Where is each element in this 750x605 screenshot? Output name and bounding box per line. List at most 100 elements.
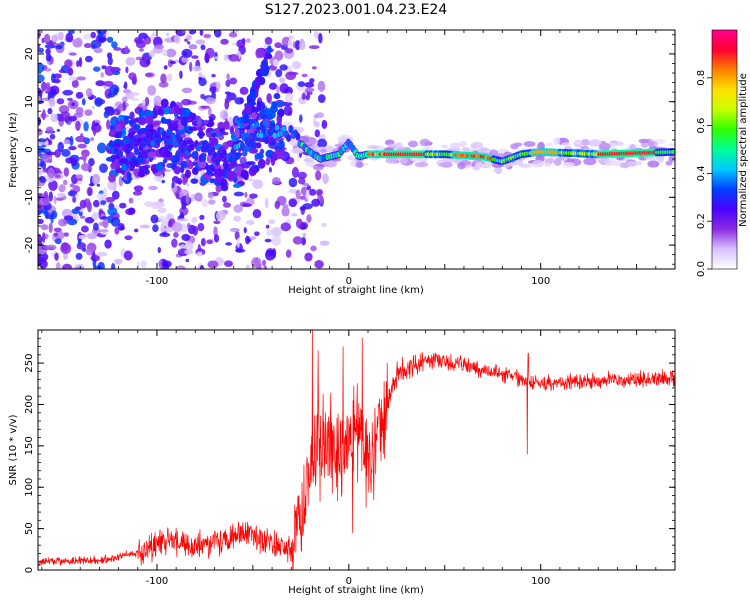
spectrogram-band-blob — [248, 166, 257, 176]
spectrogram-noise-blob — [211, 73, 216, 78]
spectrogram-noise-blob — [292, 236, 303, 245]
colorbar-tick-label: 0.2 — [696, 213, 707, 229]
spectrogram-band-blob — [277, 140, 285, 150]
spec-x-tick-label: -100 — [146, 276, 169, 287]
spectrogram-noise-blob — [184, 241, 194, 252]
spectrogram-noise-blob — [45, 53, 52, 62]
spectrogram-halo-blob — [620, 162, 630, 169]
spectrogram-noise-blob — [153, 201, 165, 209]
spectrogram-noise-blob — [56, 128, 61, 132]
spectrogram-noise-blob — [178, 218, 189, 222]
spectrogram-noise-blob — [204, 52, 210, 63]
spectrogram-noise-blob — [83, 121, 89, 132]
spec-y-tick-label: -10 — [24, 189, 35, 205]
spectrogram-noise-blob — [245, 235, 251, 245]
spectrogram-band-blob — [161, 107, 171, 115]
spectrogram-noise-blob — [315, 170, 322, 181]
spectrogram-noise-blob — [104, 196, 115, 203]
spectrogram-noise-blob — [225, 79, 231, 87]
spectrogram-band-blob — [184, 169, 192, 179]
spectrogram-noise-blob — [77, 143, 87, 149]
spectrogram-noise-blob — [222, 195, 227, 203]
spectrogram-noise-blob — [208, 199, 216, 205]
spectrogram-band-blob — [145, 115, 154, 125]
spectrogram-halo-blob — [362, 162, 369, 167]
spectrogram-noise-blob — [130, 97, 139, 102]
spectrogram-noise-blob — [191, 65, 202, 72]
spec-y-tick-label: -20 — [24, 237, 35, 253]
snr-series-line — [38, 330, 675, 570]
spectrogram-noise-blob — [249, 193, 258, 199]
spectrogram-halo-blob — [355, 161, 364, 168]
spectrogram-noise-blob — [306, 185, 311, 191]
spectrogram-noise-blob — [188, 44, 198, 50]
spectrogram-noise-blob — [57, 141, 64, 153]
spectrogram-noise-blob — [55, 262, 61, 269]
spectrogram-noise-blob — [241, 203, 252, 208]
spectrogram-noise-blob — [199, 264, 205, 269]
spectrogram-noise-blob — [229, 228, 240, 232]
spectrogram-noise-blob — [265, 224, 270, 229]
spectrogram-halo-blob — [438, 162, 453, 167]
spectrogram-band-blob — [174, 104, 179, 114]
spectrogram-noise-blob — [144, 72, 154, 78]
spectrogram-signal-core — [210, 146, 215, 153]
spectrogram-noise-blob — [243, 227, 247, 234]
spectrogram-noise-blob — [187, 222, 191, 229]
spectrogram-noise-blob — [264, 238, 272, 243]
spectrogram-signal-core — [118, 150, 123, 157]
spectrogram-noise-blob — [133, 185, 144, 192]
spectrogram-noise-blob — [75, 174, 84, 180]
spectrogram-halo-blob — [457, 162, 466, 170]
spectrogram-noise-blob — [60, 242, 72, 254]
spectrogram-noise-blob — [228, 32, 238, 38]
spectrogram-noise-blob — [181, 98, 192, 106]
spectrogram-noise-blob — [41, 81, 47, 92]
spectrogram-noise-blob — [86, 232, 98, 240]
spectrogram-noise-blob — [58, 218, 68, 227]
spectrogram-noise-blob — [291, 213, 298, 217]
spectrogram-noise-blob — [63, 232, 69, 237]
spectrogram-noise-blob — [38, 30, 41, 39]
spectrogram-noise-blob — [142, 99, 146, 106]
spectrogram-streak-blob — [253, 82, 260, 91]
spectrogram-band-blob — [227, 140, 235, 148]
spectrogram-halo-blob — [638, 138, 650, 144]
spectrogram-noise-blob — [48, 97, 56, 108]
spectrogram-noise-blob — [287, 39, 293, 49]
spectrogram-signal-core — [134, 148, 139, 155]
spectrogram-noise-blob — [252, 209, 262, 219]
spectrogram-noise-blob — [195, 39, 206, 45]
spectrogram-noise-blob — [309, 78, 315, 83]
spectrogram-noise-blob — [91, 173, 101, 185]
spectrogram-noise-blob — [158, 259, 164, 269]
spectrogram-halo-blob — [523, 141, 536, 147]
spectrogram-noise-blob — [121, 96, 128, 103]
spectrogram-noise-blob — [301, 236, 307, 246]
spectrogram-signal-core — [258, 132, 264, 139]
spectrogram-noise-blob — [124, 235, 133, 241]
spectrogram-halo-blob — [588, 139, 602, 147]
spectrogram-noise-blob — [268, 219, 275, 225]
spectrogram-noise-blob — [228, 53, 239, 62]
spectrogram-band-blob — [123, 117, 129, 125]
spectrogram-noise-blob — [81, 149, 90, 158]
spectrogram-halo-blob — [545, 142, 553, 146]
spectrogram-noise-blob — [48, 179, 58, 191]
spectrogram-band-blob — [210, 132, 217, 138]
snr-y-tick-label: 0 — [24, 567, 35, 573]
spectrogram-noise-blob — [61, 149, 71, 157]
spectrogram-noise-blob — [87, 187, 93, 196]
spectrogram-noise-blob — [38, 87, 42, 99]
spectrogram-noise-blob — [214, 51, 218, 62]
spectrogram-halo-blob — [518, 163, 532, 168]
spectrogram-signal-core — [272, 132, 277, 139]
spectrogram-band-blob — [126, 171, 132, 182]
spectrogram-noise-blob — [158, 198, 164, 203]
spectrogram-noise-blob — [311, 198, 321, 207]
spectrogram-noise-blob — [62, 89, 74, 96]
spectrogram-noise-blob — [203, 33, 211, 39]
spectrogram-noise-blob — [316, 138, 328, 149]
spectrogram-noise-blob — [48, 191, 53, 202]
spectrogram-noise-blob — [143, 55, 149, 62]
